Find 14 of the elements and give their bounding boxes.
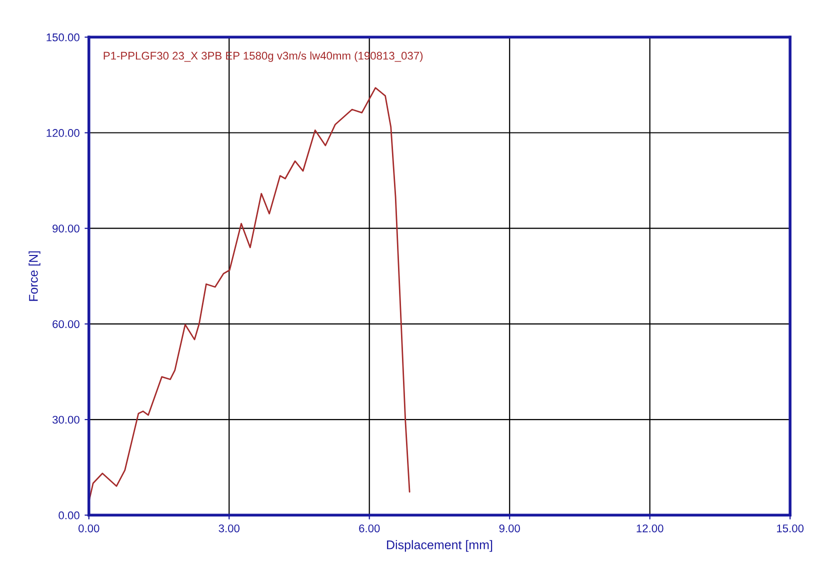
x-tick-label: 6.00 bbox=[359, 524, 380, 532]
y-tick-label: 90.00 bbox=[52, 224, 80, 232]
y-tick-label: 30.00 bbox=[52, 416, 80, 424]
y-tick-label: 60.00 bbox=[52, 320, 80, 328]
y-tick-label: 120.00 bbox=[46, 129, 80, 137]
y-tick-label: 0.00 bbox=[58, 511, 80, 520]
y-axis-title: Force [N] bbox=[28, 251, 40, 301]
x-tick-label: 3.00 bbox=[218, 524, 240, 532]
x-tick-label: 12.00 bbox=[636, 524, 664, 532]
x-tick-label: 0.00 bbox=[78, 524, 100, 532]
x-tick-label: 9.00 bbox=[499, 524, 520, 532]
y-tick-label: 150.00 bbox=[46, 33, 80, 42]
x-tick-label: 15.00 bbox=[777, 524, 804, 532]
x-axis-title: Displacement [mm] bbox=[387, 540, 492, 552]
